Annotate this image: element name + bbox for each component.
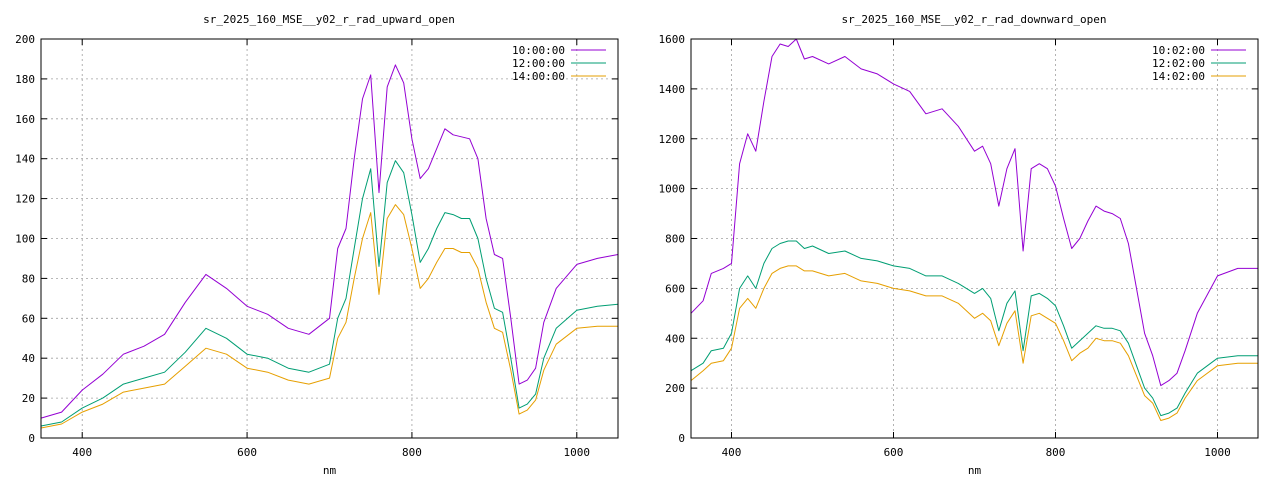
- y-tick-label: 0: [28, 432, 35, 445]
- x-tick-label: 1000: [1204, 446, 1231, 459]
- series-line-2: [690, 265, 1258, 421]
- x-tick-label: 600: [237, 446, 257, 459]
- x-tick-label: 400: [722, 446, 742, 459]
- legend-label-0: 10:02:00: [1152, 44, 1205, 57]
- y-tick-label: 1000: [659, 183, 686, 196]
- chart-panel-1: sr_2025_160_MSE__y02_r_rad_downward_open…: [659, 13, 1259, 477]
- legend-label-1: 12:00:00: [512, 57, 565, 70]
- y-tick-label: 400: [665, 332, 685, 345]
- y-tick-label: 800: [665, 233, 685, 246]
- series-line-2: [40, 204, 618, 429]
- legend-label-2: 14:00:00: [512, 70, 565, 83]
- x-tick-label: 600: [884, 446, 904, 459]
- y-tick-label: 80: [22, 272, 35, 285]
- plot-frame: [690, 38, 1259, 439]
- y-tick-label: 160: [15, 113, 35, 126]
- series-line-0: [40, 64, 619, 419]
- x-tick-label: 1000: [564, 446, 591, 459]
- x-axis-label: nm: [968, 464, 982, 477]
- x-tick-label: 800: [1046, 446, 1066, 459]
- chart-title: sr_2025_160_MSE__y02_r_rad_downward_open: [842, 13, 1107, 26]
- y-tick-label: 1200: [659, 133, 686, 146]
- y-tick-label: 1600: [659, 33, 686, 46]
- series-line-0: [690, 38, 1258, 387]
- y-tick-label: 40: [22, 352, 35, 365]
- y-tick-label: 0: [678, 432, 685, 445]
- legend-label-2: 14:02:00: [1152, 70, 1205, 83]
- series-line-1: [40, 160, 619, 427]
- x-axis-label: nm: [323, 464, 337, 477]
- legend-label-0: 10:00:00: [512, 44, 565, 57]
- y-tick-label: 200: [15, 33, 35, 46]
- y-tick-label: 20: [22, 392, 35, 405]
- plot-frame: [40, 38, 619, 439]
- chart-panel-0: sr_2025_160_MSE__y02_r_rad_upward_open 0 2…: [15, 13, 619, 477]
- y-tick-label: 60: [22, 312, 35, 325]
- series-line-1: [690, 240, 1258, 417]
- x-tick-label: 400: [72, 446, 92, 459]
- x-tick-label: 800: [402, 446, 422, 459]
- y-tick-label: 120: [15, 193, 35, 206]
- y-tick-label: 1400: [659, 83, 686, 96]
- legend-label-1: 12:02:00: [1152, 57, 1205, 70]
- chart-title: sr_2025_160_MSE__y02_r_rad_upward_open: [203, 13, 455, 26]
- y-tick-label: 200: [665, 382, 685, 395]
- y-tick-label: 140: [15, 153, 35, 166]
- y-tick-label: 600: [665, 282, 685, 295]
- y-tick-label: 100: [15, 233, 35, 246]
- y-tick-label: 180: [15, 73, 35, 86]
